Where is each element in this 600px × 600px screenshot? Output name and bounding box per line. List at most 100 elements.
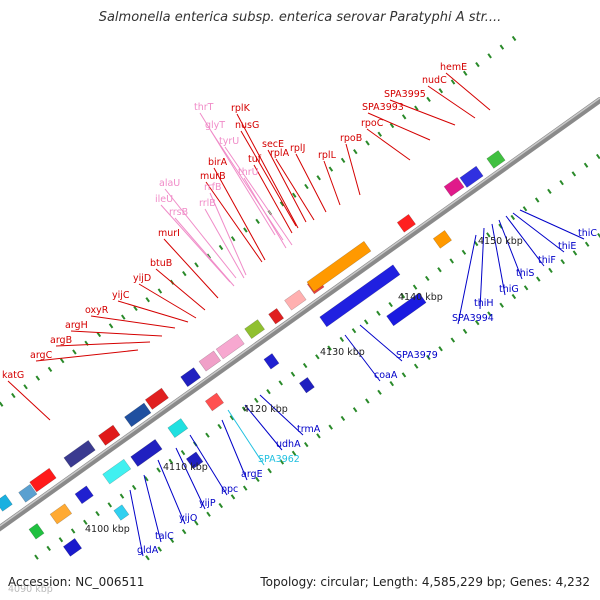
gene-label-leader bbox=[505, 215, 545, 267]
tick-mark bbox=[218, 502, 224, 509]
tick-mark bbox=[107, 502, 113, 508]
gene-label: thiH bbox=[474, 298, 494, 309]
tick-mark bbox=[0, 401, 4, 407]
gene-label: SPA3994 bbox=[452, 313, 494, 324]
gene-label: trmA bbox=[297, 424, 321, 435]
gene-feature bbox=[268, 308, 285, 325]
tick-mark bbox=[47, 366, 53, 373]
gene-feature bbox=[29, 467, 57, 493]
gene-label-leader bbox=[163, 238, 219, 299]
tick-mark bbox=[474, 320, 480, 326]
tick-mark bbox=[583, 162, 589, 168]
tick-mark bbox=[168, 458, 174, 464]
tick-mark bbox=[121, 314, 126, 320]
tick-mark bbox=[353, 149, 358, 155]
tick-mark bbox=[303, 441, 309, 448]
gene-label: tyrU bbox=[219, 136, 239, 147]
tick-mark bbox=[194, 262, 199, 268]
tick-mark bbox=[327, 345, 332, 351]
genome-backbone bbox=[0, 97, 600, 532]
tick-mark bbox=[365, 140, 370, 146]
gene-label-leader bbox=[205, 181, 263, 263]
gene-feature bbox=[62, 538, 83, 557]
tick-mark bbox=[316, 433, 321, 439]
tick-mark bbox=[536, 276, 541, 282]
gene-feature bbox=[263, 353, 280, 370]
tick-mark bbox=[181, 529, 187, 535]
gene-label-leader bbox=[143, 474, 162, 543]
tick-mark bbox=[279, 459, 285, 465]
tick-mark bbox=[486, 232, 491, 238]
tick-mark bbox=[302, 362, 308, 369]
gene-label-leader bbox=[224, 146, 293, 246]
gene-label-leader bbox=[175, 447, 206, 510]
tick-mark bbox=[254, 397, 259, 403]
tick-mark bbox=[304, 183, 309, 190]
tick-mark bbox=[243, 227, 248, 233]
tick-mark bbox=[363, 319, 369, 325]
gene-label: glyT bbox=[205, 120, 225, 131]
tick-mark bbox=[279, 201, 285, 207]
gene-feature bbox=[98, 424, 121, 446]
gene-label: argC bbox=[30, 350, 53, 361]
tick-mark bbox=[11, 392, 16, 399]
gene-label: nusG bbox=[235, 120, 259, 131]
tick-mark bbox=[156, 467, 161, 473]
gene-label-leader bbox=[498, 219, 523, 280]
gene-label-leader bbox=[244, 404, 283, 451]
gene-label-leader bbox=[174, 217, 235, 287]
tick-mark bbox=[229, 415, 235, 421]
tick-mark bbox=[425, 275, 430, 282]
tick-mark bbox=[59, 358, 65, 364]
tick-mark bbox=[230, 494, 236, 500]
gene-label: SPA3995 bbox=[384, 89, 426, 100]
tick-mark bbox=[206, 511, 211, 517]
tick-mark bbox=[290, 371, 296, 377]
tick-mark bbox=[389, 122, 395, 129]
tick-mark bbox=[131, 484, 137, 491]
gene-label: coaA bbox=[374, 370, 398, 381]
tick-mark bbox=[377, 389, 382, 395]
tick-mark bbox=[461, 249, 467, 255]
gene-label-leader bbox=[345, 143, 361, 196]
tick-mark bbox=[547, 188, 552, 194]
tick-mark bbox=[572, 250, 578, 256]
gene-feature bbox=[49, 503, 73, 525]
gene-feature bbox=[185, 451, 204, 470]
tick-mark bbox=[315, 354, 320, 360]
tick-mark bbox=[413, 363, 419, 369]
tick-mark bbox=[351, 328, 357, 334]
gene-label: argH bbox=[65, 320, 88, 331]
gene-label: SPA3962 bbox=[258, 454, 300, 465]
tick-mark bbox=[58, 537, 64, 543]
gene-feature bbox=[167, 418, 189, 438]
gene-label-leader bbox=[445, 72, 491, 111]
gene-label: rplA bbox=[270, 148, 290, 159]
gene-feature bbox=[144, 387, 169, 410]
gene-label-leader bbox=[344, 334, 381, 382]
tick-mark bbox=[584, 241, 590, 247]
gene-features bbox=[0, 150, 506, 557]
tick-mark bbox=[230, 236, 236, 242]
tick-mark bbox=[182, 270, 187, 277]
scale-label: 4110 kbp bbox=[163, 462, 208, 473]
gene-feature bbox=[18, 483, 38, 503]
tick-mark bbox=[401, 114, 407, 120]
tick-mark bbox=[389, 380, 395, 387]
gene-label-leader bbox=[55, 341, 151, 347]
gene-label: hemE bbox=[440, 62, 467, 73]
gene-label-leader bbox=[243, 177, 287, 249]
accession-label: Accession: NC_006511 bbox=[8, 575, 145, 589]
gene-feature bbox=[443, 176, 465, 197]
gene-label: rrsB bbox=[169, 207, 188, 218]
gene-feature bbox=[0, 494, 13, 512]
gene-label-leader bbox=[189, 434, 228, 496]
gene-label-leader bbox=[389, 99, 456, 126]
tick-mark bbox=[95, 510, 100, 517]
backbone-highlight bbox=[0, 97, 600, 527]
gene-feature bbox=[113, 504, 130, 521]
gene-label: rpoB bbox=[340, 133, 362, 144]
gene-label-leader bbox=[367, 112, 431, 141]
tick-mark bbox=[133, 305, 138, 312]
gene-label: gldA bbox=[137, 545, 159, 556]
